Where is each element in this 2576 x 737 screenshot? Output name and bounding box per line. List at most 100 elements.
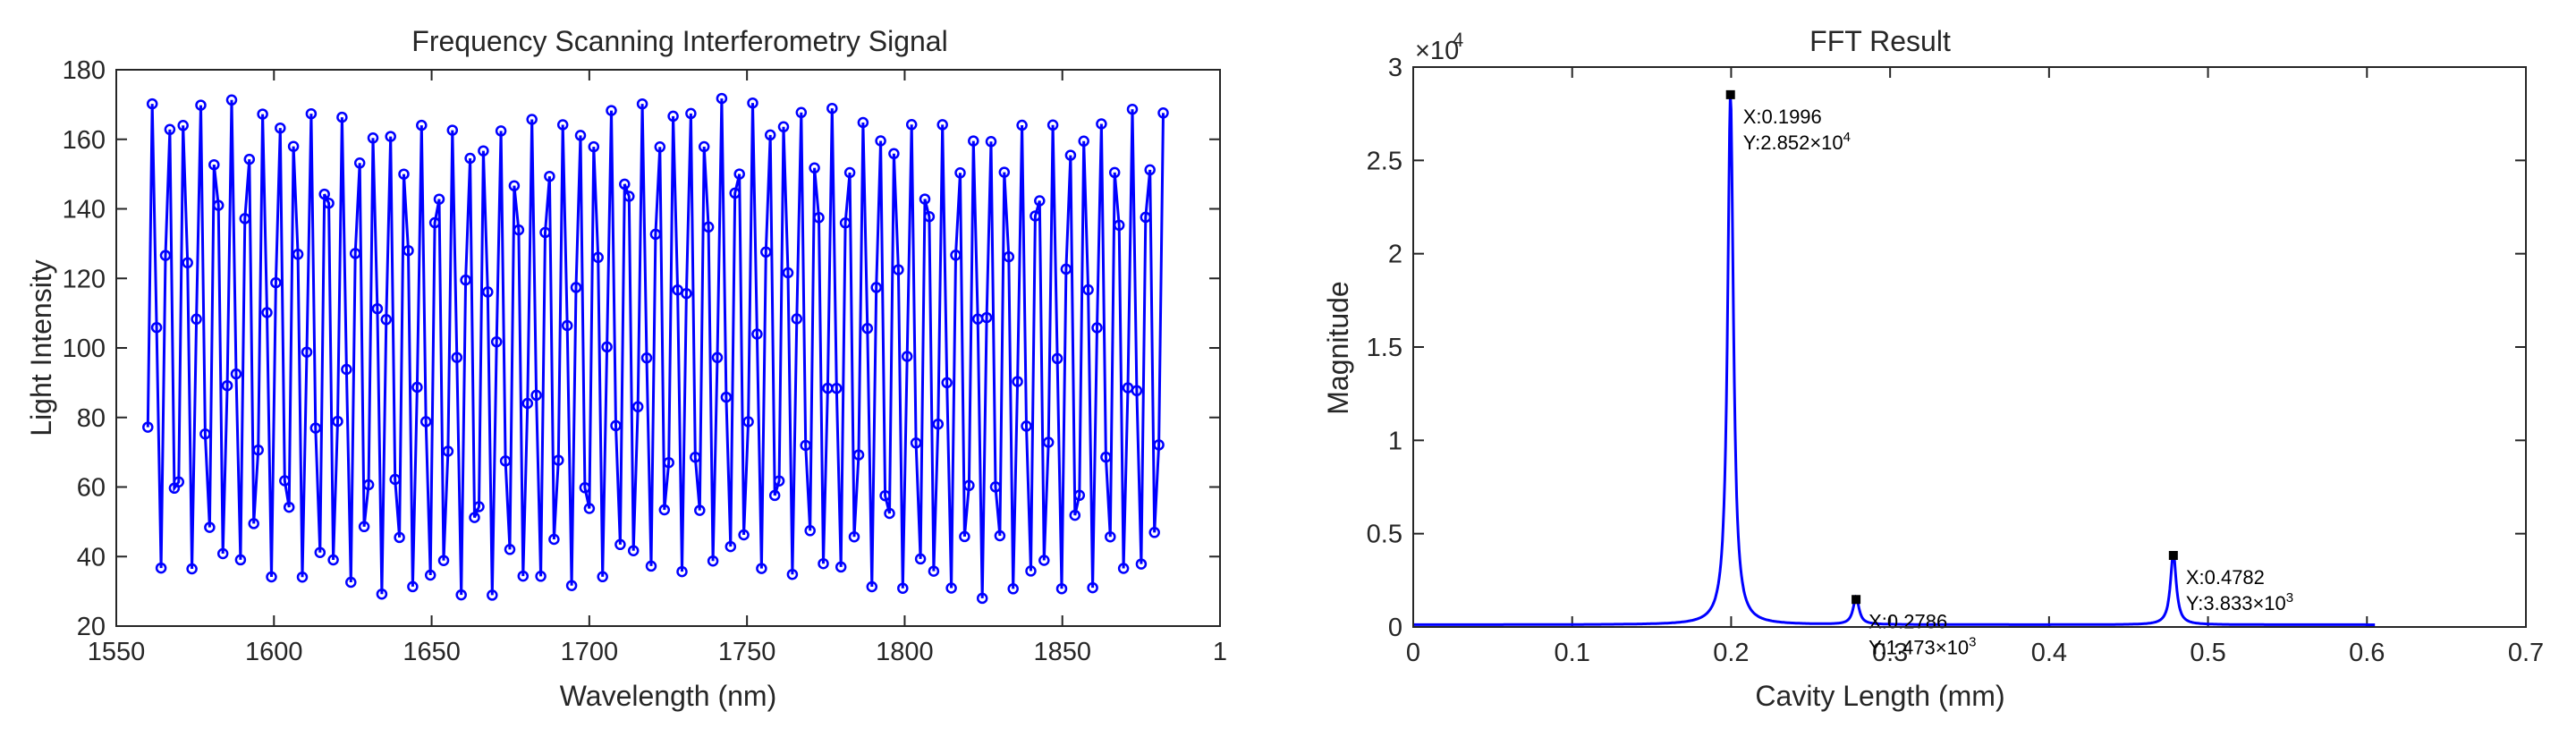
signal-point bbox=[914, 553, 927, 565]
signal-point bbox=[826, 102, 838, 114]
signal-point bbox=[301, 346, 313, 358]
right-chart-frame bbox=[1412, 66, 2527, 628]
datatip-x-label: X:0.4782 bbox=[2186, 566, 2265, 589]
signal-point bbox=[866, 580, 878, 593]
y-tick-label: 100 bbox=[63, 335, 106, 363]
x-tick-label: 1600 bbox=[245, 638, 303, 666]
signal-point bbox=[768, 489, 781, 502]
signal-point bbox=[791, 313, 803, 325]
signal-point bbox=[1051, 352, 1063, 365]
y-exponent-power: 4 bbox=[1453, 29, 1463, 51]
signal-point bbox=[530, 389, 542, 402]
left-chart: Frequency Scanning Interferometry Signal… bbox=[25, 25, 1227, 712]
y-tick-label: 2 bbox=[1388, 241, 1402, 269]
x-tick-label: 1700 bbox=[561, 638, 619, 666]
signal-point bbox=[773, 475, 785, 487]
signal-point bbox=[954, 167, 966, 179]
signal-point bbox=[976, 592, 988, 605]
signal-point bbox=[437, 555, 450, 566]
signal-point bbox=[720, 391, 733, 403]
signal-point bbox=[252, 444, 264, 456]
signal-point bbox=[733, 168, 745, 180]
signal-point bbox=[234, 554, 247, 566]
signal-point bbox=[945, 582, 957, 594]
signal-point bbox=[923, 210, 936, 223]
signal-point bbox=[1012, 376, 1023, 387]
signal-point bbox=[852, 449, 865, 461]
y-tick-label: 0.5 bbox=[1367, 521, 1402, 549]
signal-point bbox=[279, 475, 291, 487]
signal-point bbox=[402, 244, 414, 257]
signal-point bbox=[478, 145, 489, 157]
signal-point bbox=[1073, 489, 1086, 502]
signal-point bbox=[800, 439, 811, 452]
signal-point bbox=[667, 110, 679, 123]
signal-point bbox=[1030, 210, 1041, 222]
signal-point bbox=[839, 217, 852, 229]
signal-point bbox=[861, 322, 874, 335]
left-chart-ticks: 1550 1600 1650 1700 1750 1800 1850 120406080100… bbox=[63, 56, 1227, 666]
x-tick-label: 0.7 bbox=[2508, 639, 2544, 667]
signal-point bbox=[901, 351, 913, 362]
signal-point bbox=[195, 99, 207, 111]
right-chart-ticks: 0 0.1 0.2 0.3 0.4 0.5 0.6 0.7 0 0.5 1 1.5 2 2.5 3 bbox=[1367, 54, 2544, 667]
x-tick-label: 0.2 bbox=[1713, 639, 1749, 667]
signal-point bbox=[963, 479, 975, 492]
signal-point bbox=[358, 521, 370, 533]
signal-point bbox=[275, 122, 286, 134]
signal-point bbox=[579, 482, 591, 494]
signal-point bbox=[164, 123, 176, 136]
signal-point bbox=[473, 501, 485, 513]
signal-point bbox=[353, 157, 366, 169]
signal-point bbox=[941, 377, 953, 389]
signal-point bbox=[411, 381, 423, 394]
datatip-y-label: Y:2.852×104 bbox=[1743, 130, 1851, 154]
signal-point bbox=[424, 569, 436, 581]
signal-point bbox=[782, 267, 794, 279]
signal-point bbox=[835, 561, 847, 573]
signal-point bbox=[932, 418, 945, 430]
signal-point bbox=[460, 274, 471, 286]
signal-point bbox=[508, 180, 521, 191]
signal-point bbox=[884, 507, 895, 520]
x-tick-label: 1550 bbox=[88, 638, 146, 666]
signal-line bbox=[146, 98, 1165, 598]
signal-point bbox=[786, 568, 799, 580]
signal-point bbox=[230, 368, 242, 380]
signal-point bbox=[1078, 135, 1089, 148]
signal-point bbox=[588, 140, 600, 153]
signal-point bbox=[535, 571, 547, 582]
y-tick-label: 60 bbox=[77, 474, 106, 503]
y-tick-label: 20 bbox=[77, 613, 106, 641]
signal-point bbox=[1131, 385, 1143, 397]
signal-point bbox=[631, 401, 644, 413]
signal-point bbox=[464, 152, 476, 165]
y-tick-label: 2.5 bbox=[1367, 147, 1402, 175]
signal-point bbox=[707, 555, 719, 567]
signal-point bbox=[1003, 250, 1015, 263]
right-chart-ylabel: Magnitude bbox=[1322, 281, 1354, 414]
signal-point bbox=[1117, 563, 1130, 574]
signal-point bbox=[371, 302, 384, 315]
signal-point bbox=[394, 531, 405, 544]
datatip-marker bbox=[1852, 595, 1861, 605]
x-tick-label: 0.5 bbox=[2190, 639, 2225, 667]
signal-point bbox=[994, 529, 1006, 542]
x-tick-label: 1850 bbox=[1033, 638, 1091, 666]
signal-point bbox=[1034, 195, 1046, 207]
signal-point bbox=[1021, 420, 1032, 432]
signal-point bbox=[389, 473, 401, 486]
signal-point bbox=[1087, 581, 1098, 594]
signal-point bbox=[345, 576, 357, 589]
y-tick-label: 180 bbox=[63, 56, 106, 85]
signal-point bbox=[1069, 509, 1081, 521]
signal-point bbox=[367, 132, 379, 144]
signal-point bbox=[658, 504, 671, 516]
signal-point bbox=[292, 249, 304, 260]
signal-point bbox=[314, 546, 326, 558]
signal-point bbox=[1091, 322, 1103, 334]
signal-point bbox=[936, 119, 948, 131]
signal-point bbox=[592, 251, 604, 264]
signal-point bbox=[857, 116, 869, 129]
signal-point bbox=[177, 120, 189, 131]
